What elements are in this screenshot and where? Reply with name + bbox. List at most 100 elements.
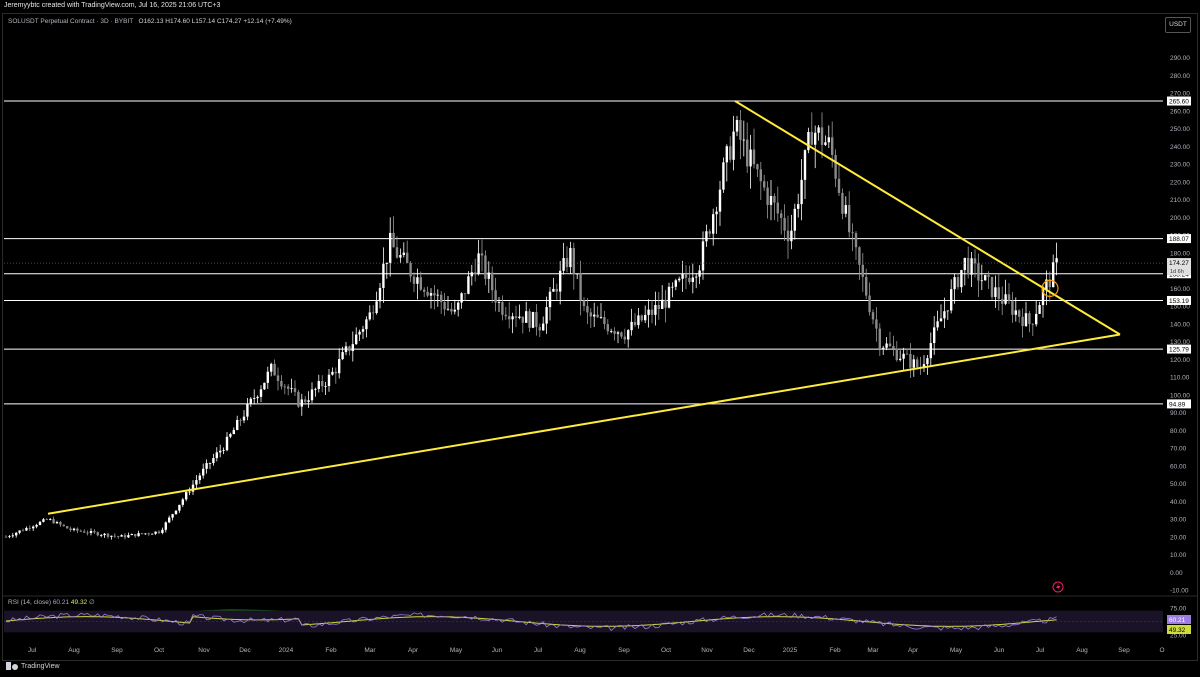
candle-body: [943, 311, 946, 319]
candle-body: [936, 321, 939, 328]
candle-body: [620, 332, 623, 337]
candle-body: [895, 348, 898, 361]
candle-body: [96, 532, 99, 536]
candle-body: [858, 247, 861, 265]
price-axis-label: 50.00: [1170, 481, 1187, 488]
candle-body: [382, 263, 385, 288]
current-price-label: 174.27: [1169, 260, 1189, 267]
candle-body: [45, 519, 48, 521]
candle-body: [783, 217, 786, 231]
candle-body: [484, 255, 487, 279]
candle-body: [168, 517, 171, 523]
candle-body: [436, 294, 439, 296]
candle-body: [667, 286, 671, 308]
candle-body: [875, 319, 878, 329]
candle-body: [797, 204, 800, 209]
candle-body: [1018, 310, 1021, 317]
candle-body: [130, 534, 133, 536]
candle-body: [742, 139, 745, 141]
candle-body: [402, 252, 405, 255]
candle-body: [827, 137, 830, 143]
candle-body: [127, 535, 130, 538]
candle-body: [1011, 300, 1014, 315]
candle-body: [834, 154, 837, 179]
candle-body: [763, 181, 766, 188]
candle-body: [596, 314, 599, 318]
price-axis-label: 30.00: [1170, 517, 1187, 524]
time-axis-label: Jun: [492, 647, 503, 654]
breakout-marker-icon: [1041, 279, 1059, 297]
price-axis-label: 0.00: [1170, 570, 1183, 577]
candle-body: [854, 233, 858, 248]
rsi-ma-tag: [1167, 625, 1191, 634]
candle-body: [1024, 313, 1028, 327]
price-axis-label: 100.00: [1170, 392, 1190, 399]
candle-body: [973, 258, 977, 264]
time-axis-label: Oct: [661, 647, 671, 654]
candle-body: [1014, 310, 1017, 315]
candle-body: [776, 202, 779, 214]
price-axis-label: 110.00: [1170, 375, 1190, 382]
candle-body: [644, 314, 647, 321]
candle-body: [253, 398, 256, 399]
candle-body: [712, 214, 715, 234]
candle-body: [300, 399, 303, 407]
price-axis-label: 180.00: [1170, 250, 1190, 257]
candle-body: [657, 304, 660, 309]
candle-body: [807, 131, 810, 151]
candle-body: [905, 353, 909, 355]
candle-body: [759, 169, 762, 182]
candle-body: [242, 416, 246, 421]
candle-body: [698, 270, 701, 277]
candle-body: [331, 371, 334, 375]
candle-body: [504, 314, 507, 317]
candle-body: [93, 530, 96, 533]
candle-body: [929, 343, 932, 359]
currency-button[interactable]: USDT: [1165, 17, 1191, 33]
candle-body: [38, 521, 42, 525]
candle-body: [4, 536, 8, 538]
candle-body: [868, 295, 871, 313]
candle-body: [409, 263, 412, 277]
candle-body: [225, 436, 229, 451]
candle-body: [103, 533, 106, 536]
current-price-tag: [1167, 258, 1191, 276]
candle-body: [977, 263, 980, 281]
price-axis-label: 40.00: [1170, 499, 1187, 506]
candle-body: [851, 232, 854, 234]
candle-body: [525, 311, 528, 323]
price-axis-label: 210.00: [1170, 197, 1190, 204]
candle-body: [848, 205, 851, 233]
candle-body: [899, 358, 902, 361]
trendline: [734, 100, 1121, 336]
time-axis-label: Aug: [68, 647, 80, 654]
candle-body: [773, 196, 776, 203]
tradingview-logo[interactable]: TradingView: [6, 662, 60, 670]
candle-body: [290, 388, 293, 390]
candle-body: [440, 294, 443, 303]
candle-body: [474, 272, 477, 275]
candle-body: [341, 352, 344, 360]
level-price-label: 153.19: [1169, 298, 1189, 305]
candle-body: [681, 274, 684, 279]
candle-body: [814, 132, 817, 145]
rsi-ma-tag-label: 49.32: [1169, 627, 1186, 634]
candle-body: [344, 346, 348, 353]
time-axis-label: Jul: [28, 647, 37, 654]
candle-body: [749, 149, 752, 167]
candle-body: [1041, 289, 1045, 306]
candle-body: [297, 391, 300, 407]
candle-body: [236, 419, 239, 430]
candle-body: [769, 196, 773, 205]
candle-body: [922, 364, 926, 368]
candle-body: [89, 530, 93, 533]
candle-body: [174, 510, 178, 515]
level-price-tag: [1167, 295, 1191, 305]
candle-body: [246, 403, 249, 417]
candle-body: [1035, 313, 1038, 325]
candle-body: [178, 504, 181, 511]
candle-body: [555, 288, 558, 292]
candle-body: [579, 273, 582, 301]
level-price-tag: [1167, 234, 1191, 244]
